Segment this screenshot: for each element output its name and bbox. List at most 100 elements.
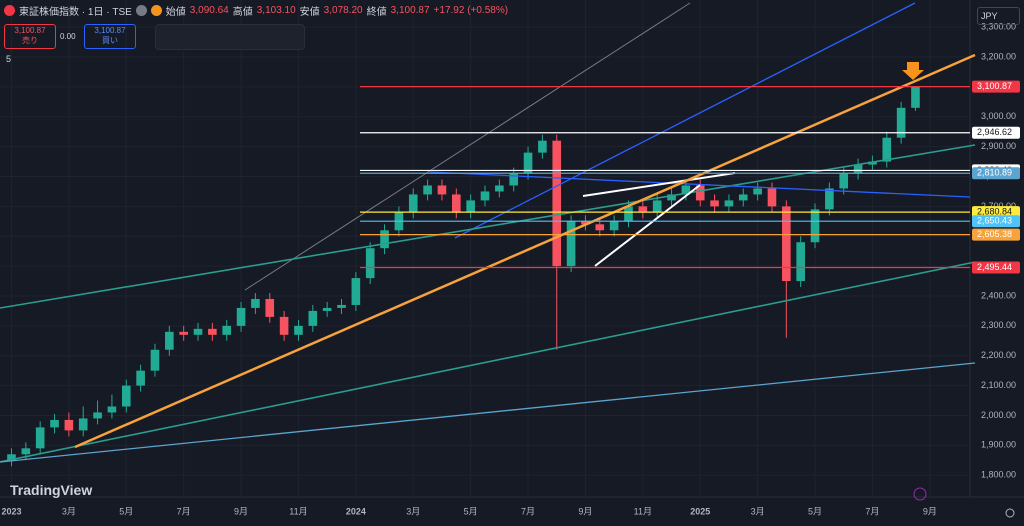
candle-body: [710, 200, 719, 207]
ohlc-label: 高値: [232, 7, 253, 18]
candle-body: [753, 188, 762, 195]
candle-body: [107, 406, 117, 413]
candle-body: [552, 140, 562, 267]
y-tick-label: 3,000.00: [981, 111, 1016, 121]
candle-body: [265, 298, 275, 317]
candle-body: [408, 194, 418, 213]
candle-body: [136, 370, 145, 386]
symbol-header: 東証株価指数 · 1日 · TSE 始値 3,090.64 高値 3,103.10 …: [4, 3, 508, 18]
x-tick-label: 3月: [751, 506, 765, 516]
candle-body: [566, 221, 576, 267]
candle-body: [839, 173, 849, 189]
level-badge: [972, 228, 1020, 241]
symbol-title[interactable]: 東証株価指数 · 1日 · TSE: [19, 7, 132, 18]
y-tick-label: 2,100.00: [981, 380, 1016, 390]
candle-body: [767, 188, 777, 207]
candle-body: [495, 185, 504, 192]
candle-body: [35, 427, 45, 449]
trend-line: [74, 53, 976, 449]
x-tick-label: 7月: [521, 506, 535, 516]
sell-price: 3,100.87: [14, 26, 46, 35]
candle-body: [825, 188, 834, 210]
y-tick-label: 3,300.00: [981, 22, 1016, 32]
arrow-marker: [902, 62, 924, 80]
trend-line: [429, 171, 971, 198]
x-tick-label: 5月: [464, 506, 478, 516]
x-tick-label: 11月: [289, 506, 307, 516]
level-label: 2,650.43: [977, 216, 1012, 226]
trend-line: [594, 184, 701, 267]
candle-body: [652, 200, 662, 213]
candle-body: [853, 164, 863, 174]
candle-body: [882, 137, 892, 162]
candle-body: [667, 194, 676, 201]
candle-body: [121, 385, 131, 407]
x-tick-label: 2024: [346, 506, 366, 516]
x-tick-label: 9月: [578, 506, 592, 516]
candle-body: [236, 307, 246, 326]
x-tick-label: 7月: [177, 506, 191, 516]
ohlc-label: 始値: [165, 7, 186, 18]
candle-body: [21, 448, 31, 455]
candle-body: [796, 242, 805, 282]
candle-body: [251, 298, 260, 308]
trend-line: [454, 2, 916, 239]
sell-button[interactable]: 3,100.87 売り: [4, 24, 56, 49]
indicator-count[interactable]: 5: [6, 54, 12, 64]
candle-body: [222, 325, 232, 335]
y-tick-label: 2,900.00: [981, 141, 1016, 151]
ohlc-value: 3,090.64: [189, 5, 229, 16]
candle-body: [150, 349, 160, 371]
price-axis: [970, 0, 1024, 497]
candle-body: [810, 209, 820, 243]
x-tick-label: 9月: [234, 506, 248, 516]
candle-body: [322, 307, 332, 311]
trend-line: [0, 144, 976, 309]
candle-body: [868, 161, 877, 165]
candle-body: [279, 316, 289, 335]
y-tick-label: 3,200.00: [981, 51, 1016, 61]
candle-body: [609, 221, 619, 231]
level-label: 2,680.84: [977, 206, 1012, 216]
y-tick-label: 1,800.00: [981, 470, 1016, 480]
candle-body: [782, 206, 791, 282]
candle-body: [538, 140, 547, 153]
x-tick-label: 7月: [865, 506, 879, 516]
buy-button[interactable]: 3,100.87 買い: [84, 24, 136, 49]
candle-body: [179, 331, 188, 335]
candle-body: [896, 107, 906, 138]
candle-body: [581, 221, 590, 225]
x-tick-label: 2023: [1, 506, 21, 516]
x-tick-label: 5月: [119, 506, 133, 516]
drawing-toolbar[interactable]: [155, 24, 305, 50]
y-tick-label: 2,700.00: [981, 201, 1016, 211]
symbol-icon: [4, 5, 15, 16]
trend-line: [582, 172, 736, 197]
ohlc-label: 安値: [299, 7, 320, 18]
alert-icon[interactable]: [913, 487, 927, 501]
candle-body: [724, 200, 734, 207]
candle-body: [595, 224, 605, 231]
candle-body: [911, 86, 920, 108]
trend-line: [0, 261, 976, 463]
candle-body: [337, 304, 346, 308]
candle-body: [351, 278, 361, 305]
currency-select[interactable]: JPY: [977, 7, 1020, 25]
candle-body: [165, 331, 174, 350]
settings-icon[interactable]: [1005, 508, 1015, 518]
candle-body: [624, 206, 633, 222]
candle-body: [695, 185, 705, 201]
candle-body: [50, 419, 59, 428]
candle-body: [738, 194, 748, 201]
level-label: 2,605.38: [977, 229, 1012, 239]
x-tick-label: 5月: [808, 506, 822, 516]
trend-lines: [0, 2, 976, 463]
level-label: 2,495.44: [977, 262, 1012, 272]
trend-line: [0, 362, 976, 463]
candle-body: [365, 248, 375, 279]
status-icon: [135, 5, 147, 16]
status-icon: [150, 5, 162, 16]
y-tick-label: 2,400.00: [981, 290, 1016, 300]
candle-body: [509, 173, 519, 186]
